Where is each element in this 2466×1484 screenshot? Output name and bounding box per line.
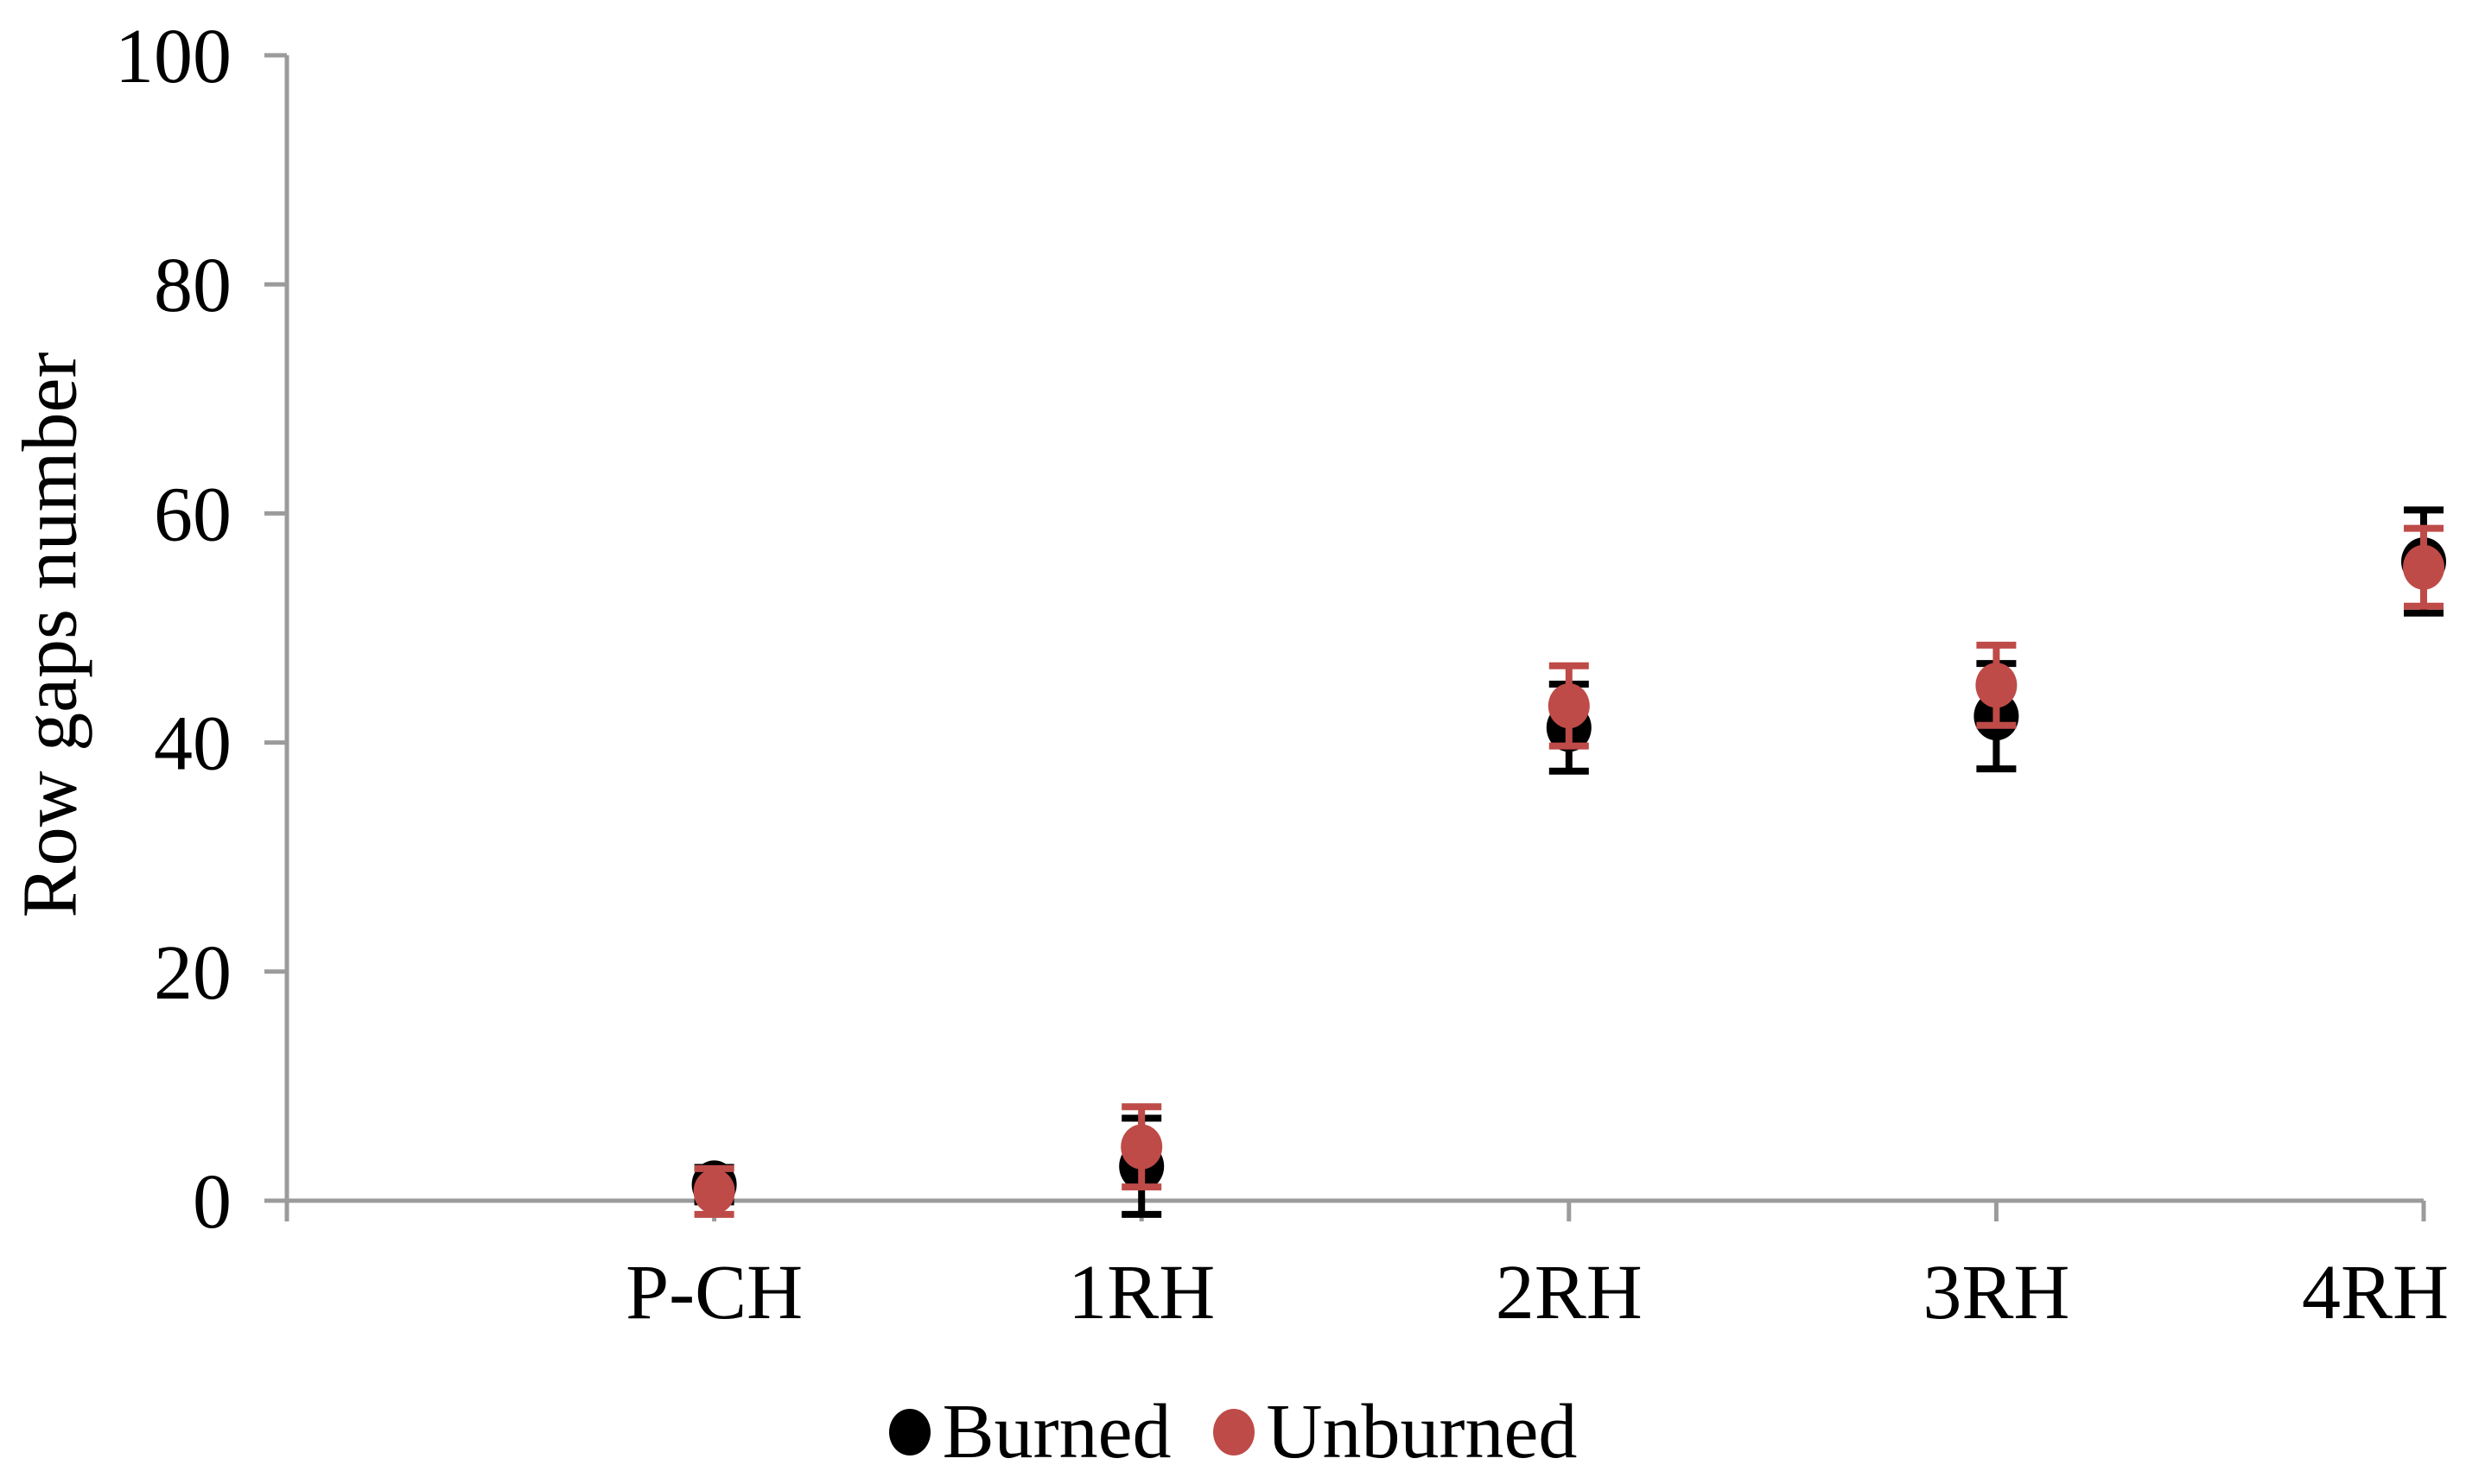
legend-item-burned: Burned	[888, 1389, 1172, 1474]
legend: Burned Unburned	[0, 1380, 2466, 1484]
unburned-series-marker-icon	[1212, 1409, 1255, 1455]
x-category-label: 3RH	[1923, 1250, 2069, 1335]
marker-unburned	[1975, 663, 2018, 708]
marker-unburned	[2403, 544, 2444, 590]
y-tick-label: 20	[154, 930, 232, 1016]
x-category-label: 4RH	[2302, 1250, 2449, 1335]
y-axis-title: Row gaps number	[7, 352, 93, 918]
legend-label-unburned: Unburned	[1266, 1389, 1578, 1474]
y-tick-label: 100	[115, 14, 232, 99]
marker-unburned	[1121, 1124, 1163, 1170]
x-category-label: 1RH	[1068, 1250, 1215, 1335]
y-tick-label: 0	[193, 1159, 232, 1245]
x-category-label: P-CH	[626, 1250, 803, 1335]
y-tick-label: 40	[154, 701, 232, 787]
y-tick-label: 80	[154, 243, 232, 328]
x-category-label: 2RH	[1496, 1250, 1643, 1335]
y-tick-label: 60	[154, 472, 232, 557]
marker-unburned	[693, 1169, 735, 1214]
marker-unburned	[1548, 683, 1590, 729]
legend-label-burned: Burned	[942, 1389, 1172, 1474]
legend-item-unburned: Unburned	[1212, 1389, 1578, 1474]
burned-series-marker-icon	[888, 1409, 931, 1455]
